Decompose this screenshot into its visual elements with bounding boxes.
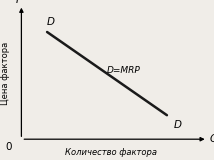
- Text: 0: 0: [5, 142, 12, 152]
- Text: Q: Q: [210, 134, 214, 144]
- Text: D: D: [173, 120, 181, 130]
- Text: D: D: [47, 17, 55, 27]
- Text: P: P: [16, 0, 22, 5]
- Text: D=MRP: D=MRP: [107, 66, 141, 75]
- Text: Количество фактора: Количество фактора: [65, 148, 157, 157]
- Text: Цена фактора: Цена фактора: [1, 42, 10, 105]
